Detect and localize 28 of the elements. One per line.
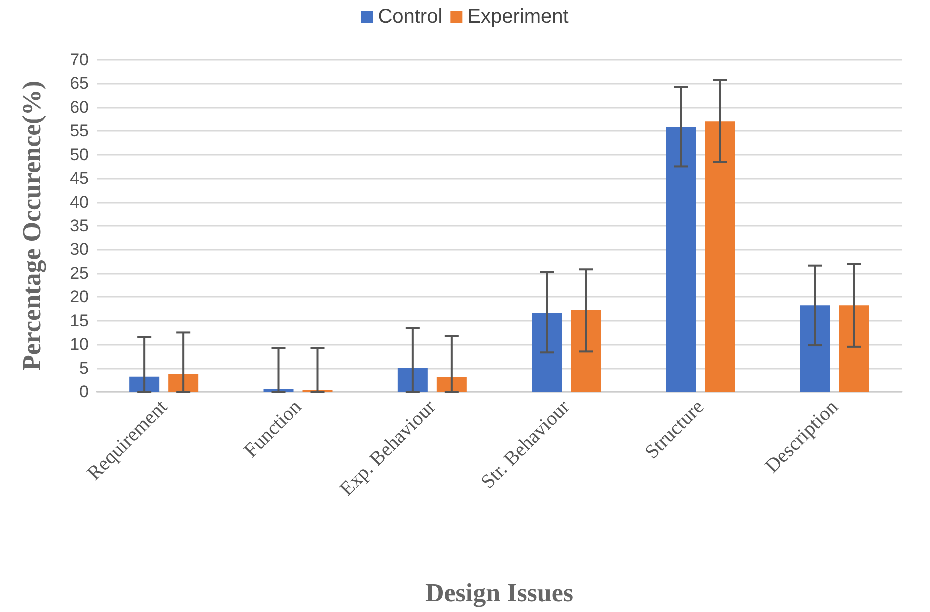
y-tick-label: 35 bbox=[70, 216, 89, 236]
y-tick-label: 30 bbox=[70, 240, 89, 260]
y-tick-label: 10 bbox=[70, 335, 89, 354]
y-tick-label: 70 bbox=[70, 50, 89, 70]
bar bbox=[705, 122, 736, 392]
bar bbox=[130, 376, 160, 392]
y-axis-title: Percentage Occurence(%) bbox=[18, 81, 46, 371]
legend-label: Experiment bbox=[468, 6, 570, 28]
y-tick-label: 50 bbox=[70, 145, 89, 164]
bar bbox=[532, 313, 562, 392]
y-tick-label: 20 bbox=[70, 288, 89, 307]
y-tick-label: 40 bbox=[70, 192, 89, 212]
y-tick-label: 60 bbox=[70, 98, 89, 117]
bar bbox=[168, 374, 199, 392]
y-tick-label: 0 bbox=[80, 382, 89, 402]
legend-label: Control bbox=[378, 6, 443, 28]
y-tick-label: 65 bbox=[70, 74, 89, 94]
y-tick-label: 5 bbox=[80, 358, 89, 378]
bar bbox=[398, 368, 428, 392]
bar bbox=[571, 310, 602, 392]
y-tick-label: 25 bbox=[70, 264, 89, 283]
bar bbox=[666, 127, 696, 392]
bar bbox=[800, 306, 830, 392]
y-tick-label: 45 bbox=[70, 169, 89, 188]
y-tick-label: 15 bbox=[70, 311, 89, 330]
bar bbox=[839, 306, 870, 392]
y-tick-label: 55 bbox=[70, 122, 89, 141]
x-axis-title: Design Issues bbox=[425, 578, 574, 608]
